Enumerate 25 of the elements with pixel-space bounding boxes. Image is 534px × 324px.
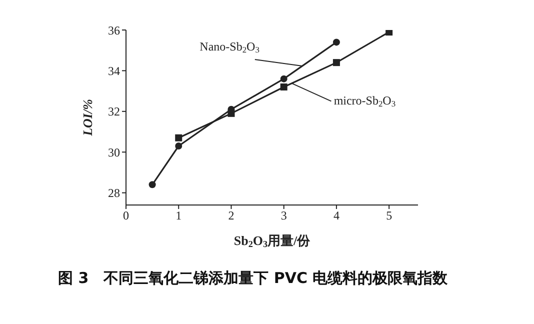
point <box>228 110 235 117</box>
point <box>332 38 340 46</box>
x-tick-label: 5 <box>386 208 392 223</box>
text: 图 3 不同三氧化二锑添加量下 PVC 电缆料的极限氧指数 <box>58 269 449 288</box>
point <box>280 83 288 90</box>
x-tick-label: 4 <box>333 208 340 223</box>
x-tick-label: 1 <box>176 208 182 223</box>
y-axis-title: LOI/% <box>80 98 95 137</box>
text: Nano-Sb$_{2}$O$_{3}$ <box>200 39 260 54</box>
point <box>332 59 340 66</box>
point <box>280 75 288 82</box>
point <box>386 30 393 36</box>
x-axis-title: Sb$_{2}$O$_{3}$用量/份 <box>234 233 312 250</box>
point <box>175 134 182 142</box>
text: micro-Sb$_{2}$O$_{3}$ <box>334 93 396 108</box>
y-tick-label: 36 <box>108 23 120 38</box>
y-tick-label: 32 <box>108 104 120 119</box>
x-tick-label: 0 <box>123 208 129 223</box>
y-tick-label: 28 <box>108 186 120 200</box>
y-tick-label: 30 <box>108 145 120 160</box>
x-tick-label: 3 <box>280 208 287 223</box>
y-tick-label: 34 <box>108 64 120 78</box>
x-tick-label: 2 <box>228 208 234 223</box>
point <box>148 181 156 188</box>
point <box>175 142 182 150</box>
